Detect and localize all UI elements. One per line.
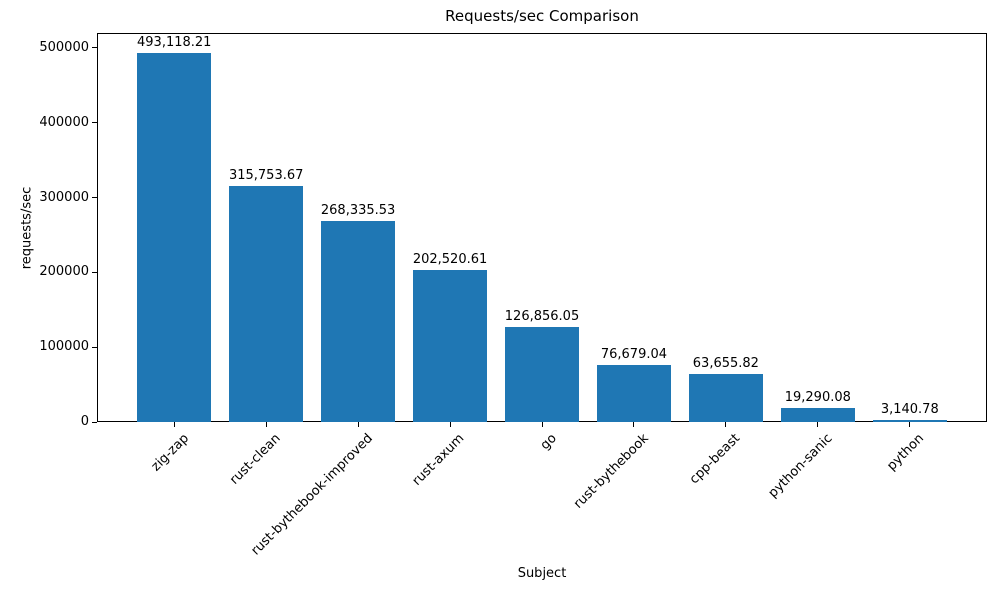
y-tick-label: 200000 [39,264,89,280]
x-tick-label: zig-zap [148,431,192,475]
chart-title: Requests/sec Comparison [445,7,639,25]
x-tick-label: rust-bythebook [570,431,652,512]
bar [597,364,671,422]
y-tick-mark [92,122,97,124]
x-tick-label: go [537,431,560,454]
bar-value-label: 315,753.67 [228,167,304,183]
x-tick-label: cpp-beast [687,431,744,488]
x-tick-label: rust-axum [409,431,468,489]
y-tick-mark [92,271,97,273]
y-tick-mark [92,47,97,49]
bar [229,185,303,422]
y-tick-label: 500000 [39,39,89,55]
x-tick-mark [357,422,359,427]
bar-value-label: 76,679.04 [600,346,668,362]
x-axis-label: Subject [517,566,567,581]
bar [781,407,855,422]
x-tick-mark [541,422,543,427]
x-tick-label: python [884,431,928,474]
bar-value-label: 126,856.05 [504,309,580,325]
bar-value-label: 493,118.21 [137,35,212,51]
x-tick-mark [265,422,267,427]
bar-value-label: 268,335.53 [320,203,396,219]
x-tick-mark [633,422,635,427]
bar [505,327,579,422]
bar-value-label: 63,655.82 [692,356,759,372]
y-tick-mark [92,197,97,199]
y-tick-label: 400000 [39,114,89,130]
x-tick-label: python-sanic [765,431,836,501]
bar-value-label: 202,520.61 [412,252,488,268]
y-tick-label: 0 [80,414,89,429]
x-tick-mark [173,422,175,427]
x-tick-mark [817,422,819,427]
y-tick-label: 100000 [39,339,89,355]
bar-value-label: 3,140.78 [880,401,939,417]
bar [321,221,395,422]
y-tick-mark [92,421,97,423]
x-tick-label: rust-clean [227,431,284,488]
bar [689,374,763,422]
y-tick-label: 300000 [39,189,89,205]
x-tick-mark [725,422,727,427]
x-tick-mark [449,422,451,427]
y-tick-mark [92,346,97,348]
bar-value-label: 19,290.08 [784,389,851,405]
bar [872,419,947,422]
bar [413,270,487,422]
bar [137,53,211,422]
x-tick-mark [909,422,911,427]
